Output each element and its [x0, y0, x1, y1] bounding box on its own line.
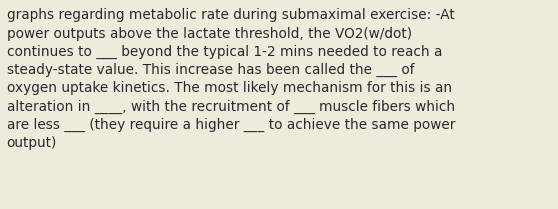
- Text: graphs regarding metabolic rate during submaximal exercise: -At
power outputs ab: graphs regarding metabolic rate during s…: [7, 8, 455, 150]
